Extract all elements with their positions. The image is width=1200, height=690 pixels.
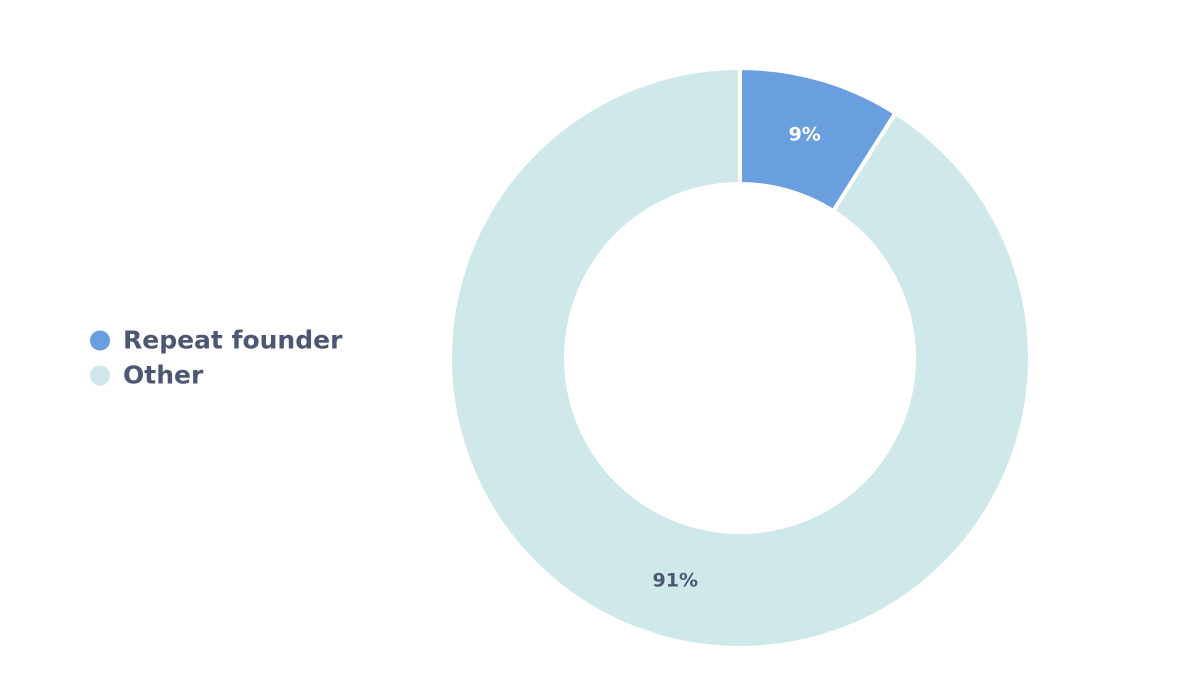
slice-label: 9%	[789, 124, 821, 146]
legend-label: Repeat founder	[123, 326, 343, 355]
legend-marker	[90, 330, 110, 351]
slice	[448, 65, 1032, 650]
legend-marker	[90, 365, 110, 386]
slice-label: 91%	[653, 569, 698, 591]
legend-label: Other	[123, 361, 204, 390]
